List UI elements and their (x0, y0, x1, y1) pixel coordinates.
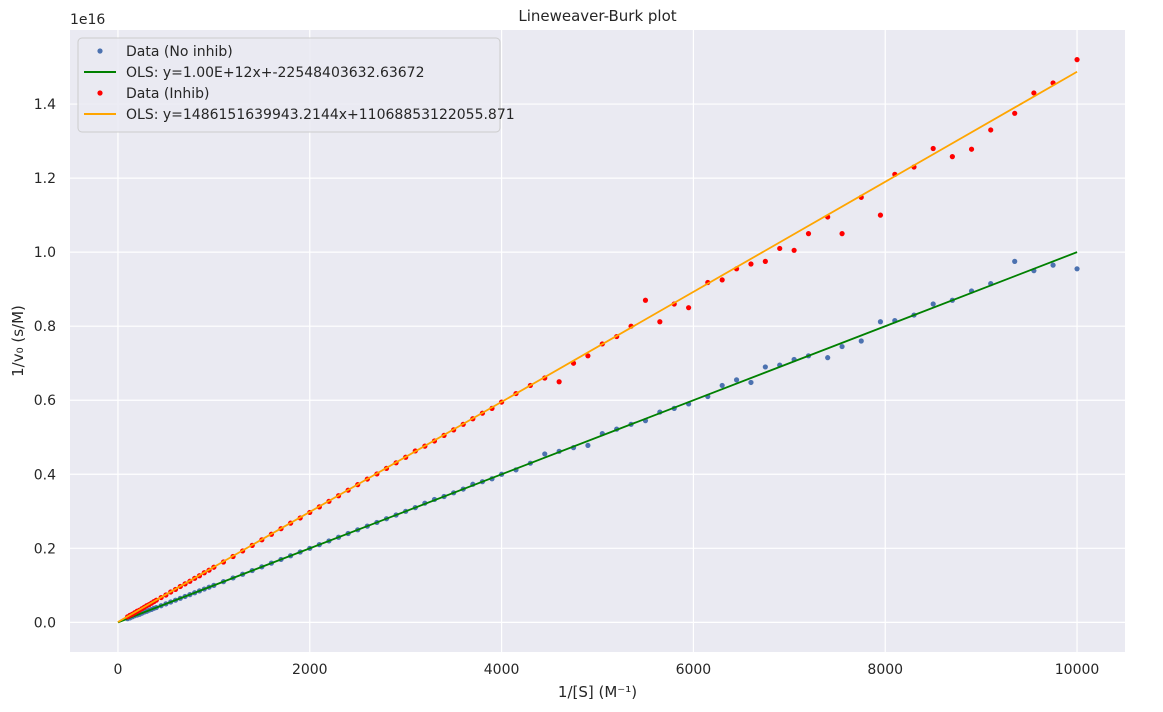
legend-label-1: OLS: y=1.00E+12x+-22548403632.63672 (126, 65, 424, 81)
series-0-point-57 (542, 451, 548, 457)
y-tick-label-3: 0.6 (34, 393, 56, 409)
series-2-point-71 (748, 261, 754, 267)
series-0-point-77 (839, 343, 845, 350)
series-2-point-82 (930, 145, 936, 152)
legend-label-0: Data (No inhib) (126, 44, 233, 60)
series-3 (117, 70, 1078, 623)
legend-label-3: OLS: y=1486151639943.2144x+1106885312205… (126, 107, 515, 123)
x-tick-label-5: 10000 (1055, 662, 1100, 678)
y-tick-label-4: 0.8 (34, 319, 56, 335)
x-axis-title: 1/[S] (M⁻¹) (558, 683, 637, 701)
series-2-point-87 (1031, 90, 1037, 96)
series-3-line-segment-0 (117, 70, 1078, 623)
series-0-point-72 (762, 364, 768, 370)
series-2-point-74 (791, 247, 797, 253)
y-tick-label-5: 1.0 (34, 245, 56, 261)
series-0-point-69 (719, 382, 725, 389)
series-2-point-60 (585, 353, 591, 359)
series-2-point-58 (556, 379, 562, 385)
y-offset-text: 1e16 (70, 12, 105, 28)
series-0-point-71 (748, 379, 754, 386)
x-tick-labels: 0 2000 4000 6000 8000 10000 (113, 662, 1099, 678)
series-0-point-78 (858, 338, 864, 344)
series-2-point-77 (839, 231, 845, 237)
series-2-point-69 (719, 277, 725, 283)
series-1-line-segment-0 (117, 251, 1078, 624)
series-0-point-88 (1050, 262, 1056, 268)
legend-label-2: Data (Inhib) (126, 86, 209, 102)
legend-marker-2 (97, 90, 103, 96)
series-2-point-75 (805, 231, 812, 237)
y-tick-label-7: 1.4 (34, 97, 56, 113)
legend: Data (No inhib) OLS: y=1.00E+12x+-2254840… (77, 37, 515, 133)
series-2-point-83 (949, 154, 955, 160)
series-2-point-85 (988, 127, 994, 133)
series-2-point-79 (877, 212, 884, 218)
series-2-point-86 (1012, 110, 1018, 116)
series-2-point-65 (657, 319, 663, 325)
series-2-point-64 (642, 297, 649, 303)
x-tick-label-2: 4000 (484, 662, 520, 678)
y-axis-title: 1/v₀ (s/M) (9, 305, 27, 377)
x-tick-label-3: 6000 (676, 662, 712, 678)
series-0-point-60 (585, 442, 591, 449)
series-2-point-72 (762, 258, 768, 264)
y-tick-label-1: 0.2 (34, 541, 56, 557)
chart-title: Lineweaver-Burk plot (518, 7, 676, 25)
series-0-point-70 (733, 377, 740, 383)
x-tick-label-4: 8000 (867, 662, 903, 678)
y-tick-label-0: 0.0 (34, 615, 56, 631)
series-2-point-84 (968, 146, 975, 152)
series-2-point-89 (1074, 57, 1080, 63)
series-0-point-86 (1012, 258, 1018, 264)
x-tick-label-0: 0 (113, 662, 122, 678)
y-tick-label-6: 1.2 (34, 171, 56, 187)
series-0-point-79 (877, 319, 884, 325)
legend-marker-0 (97, 48, 103, 54)
series-2-point-73 (777, 245, 783, 252)
series-1 (117, 251, 1078, 624)
legend-box (77, 37, 501, 133)
series-layer (117, 57, 1080, 624)
series-0-point-82 (930, 301, 936, 307)
y-tick-label-2: 0.4 (34, 467, 56, 483)
y-tick-labels: 0.0 0.2 0.4 0.6 0.8 1.0 1.2 1.4 (34, 97, 56, 631)
series-0-point-89 (1074, 266, 1080, 272)
series-2-point-67 (686, 305, 692, 311)
series-0-point-76 (825, 355, 831, 361)
x-tick-label-1: 2000 (292, 662, 328, 678)
